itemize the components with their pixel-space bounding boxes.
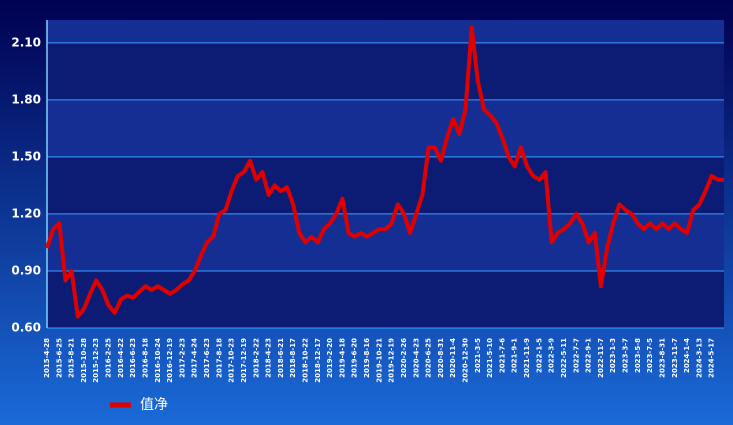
band (47, 270, 724, 328)
x-tick-label: 2016-8-18 (141, 338, 149, 378)
x-tick-label: 2024-5-17 (708, 338, 716, 378)
x-tick-label: 2016-4-22 (117, 338, 125, 378)
y-tick-label: 1.80 (11, 92, 41, 106)
y-tick-label: 0.60 (11, 321, 41, 335)
x-tick-label: 2020-8-31 (437, 338, 445, 378)
x-tick-label: 2015-12-23 (92, 338, 100, 383)
y-tick-label: 1.50 (11, 149, 41, 163)
x-tick-label: 2015-4-28 (43, 338, 51, 378)
series-line (45, 25, 724, 319)
x-tick-label: 2022-11-7 (597, 338, 605, 378)
band (47, 20, 724, 43)
x-tick-label: 2022-9-1 (585, 338, 593, 373)
x-tick-label: 2019-2-20 (326, 338, 334, 378)
legend-label: 值净 (140, 397, 168, 413)
x-tick-label: 2024-3-13 (695, 338, 703, 378)
x-tick-label: 2016-12-19 (166, 338, 174, 383)
x-tick-label: 2018-6-21 (277, 338, 285, 378)
band (47, 42, 724, 100)
x-tick-label: 2017-12-19 (240, 338, 248, 383)
band (47, 99, 724, 157)
x-tick-label: 2017-2-23 (178, 338, 186, 378)
x-tick-label: 2018-12-17 (314, 338, 322, 383)
x-tick-label: 2018-10-22 (301, 338, 309, 383)
x-tick-label: 2021-9-1 (511, 338, 519, 373)
x-tick-label: 2017-8-18 (215, 338, 223, 378)
x-tick-label: 2016-2-25 (105, 338, 113, 378)
x-tick-label: 2016-6-23 (129, 338, 137, 378)
x-tick-label: 2021-3-5 (474, 338, 482, 373)
x-tick-label: 2015-10-28 (80, 338, 88, 383)
x-tick-label: 2016-10-24 (154, 338, 162, 383)
x-tick-label: 2019-8-16 (363, 338, 371, 378)
x-tick-label: 2019-12-19 (388, 338, 396, 383)
y-tick-label: 1.20 (11, 206, 41, 220)
x-tick-label: 2023-3-7 (622, 338, 630, 373)
x-tick-label: 2018-2-22 (252, 338, 260, 378)
x-tick-label: 2017-4-24 (191, 338, 199, 378)
x-tick-label: 2020-6-25 (425, 338, 433, 378)
x-tick-label: 2022-5-11 (560, 338, 568, 378)
band (47, 156, 724, 214)
x-tick-label: 2023-8-31 (658, 338, 666, 378)
x-tick-label: 2021-7-6 (498, 338, 506, 373)
x-tick-label: 2015-8-21 (68, 338, 76, 378)
x-tick-label: 2021-11-9 (523, 338, 531, 378)
x-tick-label: 2020-4-23 (412, 338, 420, 378)
x-tick-label: 2021-5-10 (486, 338, 494, 378)
x-tick-label: 2022-7-7 (572, 338, 580, 373)
y-tick-label: 0.90 (11, 263, 41, 277)
x-tick-label: 2017-6-23 (203, 338, 211, 378)
x-tick-label: 2019-6-20 (351, 338, 359, 378)
x-tick-label: 2024-1-4 (683, 338, 691, 373)
x-tick-label: 2022-1-5 (535, 338, 543, 373)
band (47, 213, 724, 271)
x-tick-label: 2023-5-8 (634, 338, 642, 373)
x-tick-label: 2017-10-23 (228, 338, 236, 383)
x-tick-label: 2022-3-9 (548, 338, 556, 373)
x-tick-label: 2023-11-7 (671, 338, 679, 378)
x-tick-label: 2020-11-4 (449, 338, 457, 378)
x-tick-label: 2023-7-5 (646, 338, 654, 373)
x-tick-label: 2019-10-21 (375, 338, 383, 383)
x-tick-label: 2019-4-18 (338, 338, 346, 378)
y-tick-label: 2.10 (11, 35, 41, 49)
x-tick-label: 2015-6-25 (55, 338, 63, 378)
x-tick-label: 2020-2-26 (400, 338, 408, 378)
x-tick-label: 2023-1-3 (609, 338, 617, 373)
x-tick-label: 2018-4-23 (265, 338, 273, 378)
x-tick-label: 2020-12-30 (462, 338, 470, 383)
x-tick-label: 2018-8-17 (289, 338, 297, 378)
